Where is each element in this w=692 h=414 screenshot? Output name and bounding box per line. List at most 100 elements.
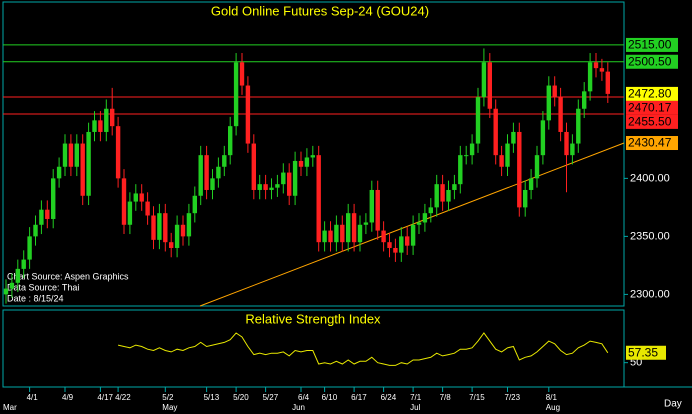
x-tick-label: 5/20 bbox=[233, 393, 249, 402]
x-tick-label: 5/27 bbox=[263, 393, 279, 402]
x-tick-label: 6/10 bbox=[322, 393, 338, 402]
candle-body bbox=[487, 62, 492, 109]
candle-body bbox=[157, 213, 162, 240]
candle-body bbox=[469, 143, 475, 156]
candle-body bbox=[458, 155, 463, 185]
x-tick-label: 5/2 bbox=[162, 393, 174, 402]
candle-body bbox=[86, 131, 91, 196]
candle-body bbox=[546, 85, 551, 121]
candle-body bbox=[9, 282, 15, 289]
candle-body bbox=[21, 259, 26, 269]
candle-body bbox=[523, 189, 528, 208]
candle-body bbox=[422, 213, 428, 223]
month-label: May bbox=[162, 403, 177, 412]
candle-body bbox=[121, 178, 127, 225]
level-label: 2472.80 bbox=[628, 87, 672, 101]
candle-body bbox=[452, 184, 457, 190]
candle-body bbox=[251, 143, 256, 190]
level-label: 2515.00 bbox=[628, 38, 672, 52]
candle-body bbox=[340, 224, 345, 243]
x-tick-label: 4/17 bbox=[97, 393, 113, 402]
candle-body bbox=[104, 108, 109, 132]
chart-title: Gold Online Futures Sep-24 (GOU24) bbox=[211, 3, 429, 18]
rsi-label-box bbox=[626, 345, 666, 360]
candle-body bbox=[115, 126, 121, 179]
candle-body bbox=[399, 236, 404, 253]
candle-body bbox=[257, 184, 262, 190]
month-label: Jul bbox=[410, 403, 420, 412]
annotation: Chart Source: Aspen Graphics bbox=[7, 271, 129, 281]
level-label: 2470.17 bbox=[628, 101, 672, 115]
level-label-box bbox=[626, 100, 678, 115]
level-label-box bbox=[626, 54, 678, 69]
candle-body bbox=[151, 215, 156, 240]
candle-body bbox=[558, 97, 563, 132]
candle-body bbox=[80, 143, 85, 196]
candle-body bbox=[180, 224, 186, 237]
candle-body bbox=[33, 224, 38, 237]
x-unit: Day bbox=[664, 399, 682, 410]
candle-body bbox=[216, 166, 221, 179]
candle-body bbox=[269, 187, 274, 190]
level-label-box bbox=[626, 86, 678, 101]
candle-body bbox=[481, 62, 487, 98]
candle-body bbox=[599, 68, 605, 72]
candle-body bbox=[446, 189, 451, 202]
candle-body bbox=[110, 108, 115, 127]
candle-body bbox=[475, 97, 481, 144]
candle-body bbox=[381, 230, 386, 243]
candle-body bbox=[3, 288, 9, 295]
candle-body bbox=[346, 213, 351, 243]
candle-body bbox=[186, 213, 192, 237]
candle-body bbox=[27, 236, 32, 260]
candle-body bbox=[363, 222, 369, 225]
candle-body bbox=[222, 155, 227, 167]
candle-body bbox=[169, 242, 174, 248]
candle-body bbox=[15, 268, 20, 283]
candle-body bbox=[127, 201, 133, 225]
candle-body bbox=[292, 160, 298, 196]
rsi-title: Relative Strength Index bbox=[245, 311, 381, 326]
candle-body bbox=[39, 209, 44, 225]
x-tick-label: 4/22 bbox=[115, 393, 131, 402]
candle-body bbox=[564, 131, 569, 156]
candle-body bbox=[357, 224, 363, 243]
candle-body bbox=[198, 155, 203, 196]
x-tick-label: 6/17 bbox=[351, 393, 367, 402]
candle-body bbox=[322, 230, 327, 243]
month-label: Aug bbox=[546, 403, 560, 412]
candle-body bbox=[587, 62, 593, 92]
x-tick-label: 7/8 bbox=[440, 393, 452, 402]
candle-body bbox=[552, 85, 557, 98]
level-label-box bbox=[626, 136, 678, 151]
candle-body bbox=[369, 189, 374, 223]
candle-body bbox=[351, 213, 357, 243]
candle-body bbox=[428, 207, 433, 214]
candle-body bbox=[434, 184, 439, 208]
x-tick-label: 8/1 bbox=[546, 393, 558, 402]
candle-body bbox=[328, 230, 333, 243]
rsi-label: 57.35 bbox=[628, 345, 658, 359]
candle-body bbox=[393, 247, 398, 253]
candle-body bbox=[98, 120, 103, 132]
candle-body bbox=[210, 178, 215, 190]
candle-body bbox=[540, 120, 546, 156]
annotation: Data Source: Thai bbox=[7, 282, 79, 292]
candle-body bbox=[233, 62, 239, 127]
candle-body bbox=[310, 155, 315, 158]
candle-body bbox=[45, 209, 50, 219]
candle-body bbox=[410, 224, 416, 246]
price-panel bbox=[2, 1, 625, 307]
candle-body bbox=[316, 155, 321, 243]
candle-body bbox=[505, 143, 510, 167]
level-label: 2430.47 bbox=[628, 136, 672, 150]
candle-body bbox=[192, 195, 197, 214]
candle-body bbox=[245, 85, 251, 144]
x-tick-label: 6/4 bbox=[298, 393, 310, 402]
candle-body bbox=[440, 184, 445, 202]
candle-body bbox=[464, 155, 469, 157]
candle-body bbox=[92, 120, 97, 132]
